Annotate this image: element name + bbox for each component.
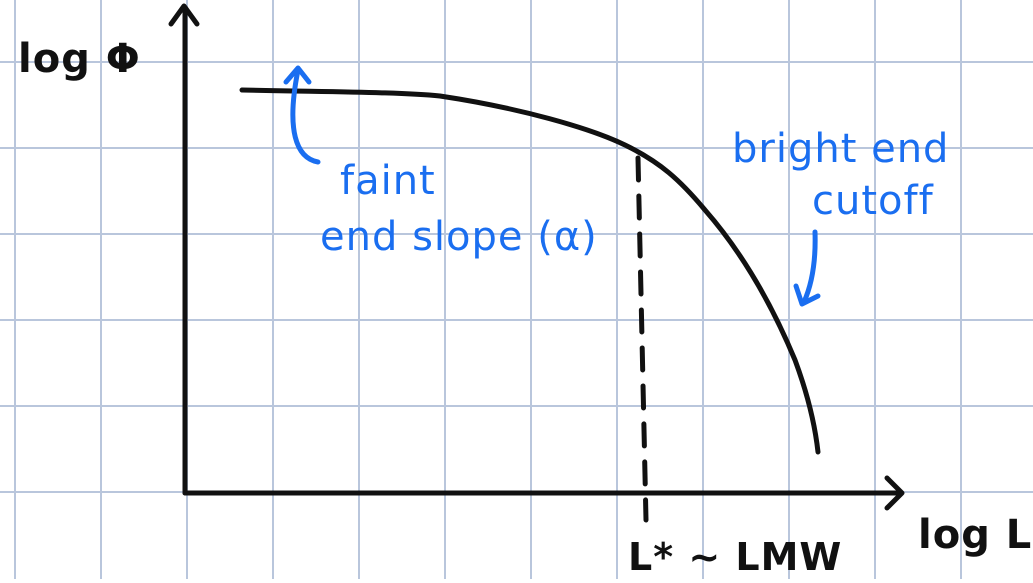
luminosity-function-curve: [239, 87, 821, 455]
bright-end-arrowhead-icon: [793, 283, 821, 307]
y-axis-label: log Φ: [18, 36, 141, 82]
l-star-dashed-line: [635, 155, 649, 523]
bright-end-label-line1: bright end: [732, 126, 949, 172]
faint-end-arrowhead-icon: [283, 65, 312, 85]
x-axis-label: log L: [918, 512, 1032, 558]
y-axis-arrowhead: [168, 3, 200, 27]
axes: [168, 3, 905, 511]
faint-end-label-line2: end slope (α): [320, 214, 598, 260]
bright-end-label-line2: cutoff: [812, 178, 934, 224]
faint-end-label-line1: faint: [340, 158, 436, 204]
bright-end-arrow: [801, 229, 818, 305]
faint-end-arrow: [290, 67, 321, 165]
l-star-label: L* ~ LMW: [628, 535, 842, 579]
x-axis-arrowhead: [884, 475, 905, 511]
annotation-arrows: [283, 65, 821, 307]
